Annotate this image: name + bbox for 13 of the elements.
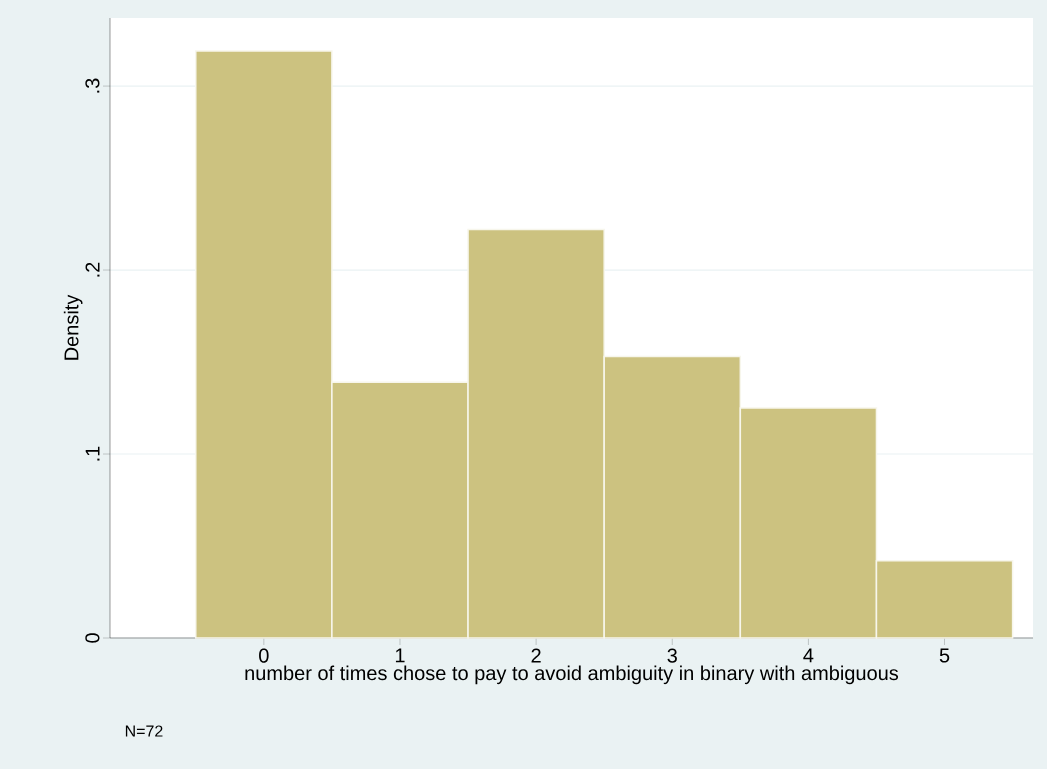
- text: N=72: [125, 725, 163, 737]
- y-tick-label: .3: [85, 78, 100, 93]
- x-axis-title: number of times chose to pay to avoid ambiguity in binary with ambiguous: [245, 665, 899, 685]
- x-tick-label: 4: [803, 648, 814, 663]
- x-tick-label: 2: [531, 648, 541, 663]
- x-tick-label: 0: [259, 648, 269, 663]
- y-tick-label: .2: [85, 262, 100, 277]
- y-axis-title: Density: [63, 294, 83, 360]
- x-tick-label: 5: [939, 648, 950, 663]
- y-tick-label: 0: [85, 633, 100, 643]
- y-tick-label: .1: [85, 446, 100, 461]
- x-tick-label: 3: [667, 648, 677, 663]
- x-tick-label: 1: [395, 648, 405, 663]
